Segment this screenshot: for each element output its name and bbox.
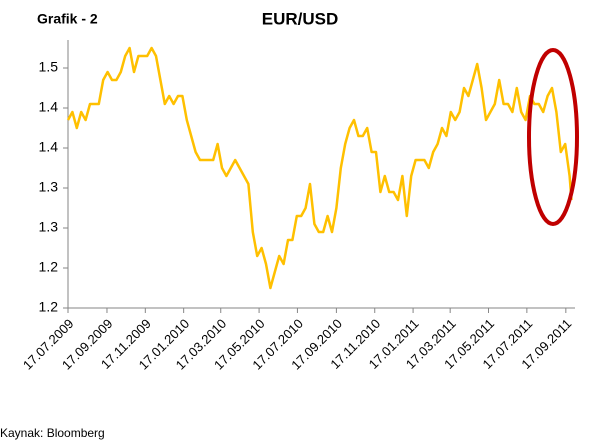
highlight-ellipse <box>527 48 579 226</box>
y-tick-label: 1.3 <box>39 179 59 195</box>
y-tick-label: 1.4 <box>39 99 59 115</box>
y-tick-label: 1.3 <box>39 219 59 235</box>
chart-label: Grafik - 2 <box>37 11 98 27</box>
y-tick-label: 1.2 <box>39 259 59 275</box>
source-note: Kaynak: Bloomberg <box>0 426 105 440</box>
y-tick-label: 1.5 <box>39 59 59 75</box>
price-line <box>66 46 573 290</box>
chart-title: EUR/USD <box>262 9 339 28</box>
y-tick-label: 1.4 <box>39 139 59 155</box>
y-tick-label: 1.2 <box>39 299 59 315</box>
